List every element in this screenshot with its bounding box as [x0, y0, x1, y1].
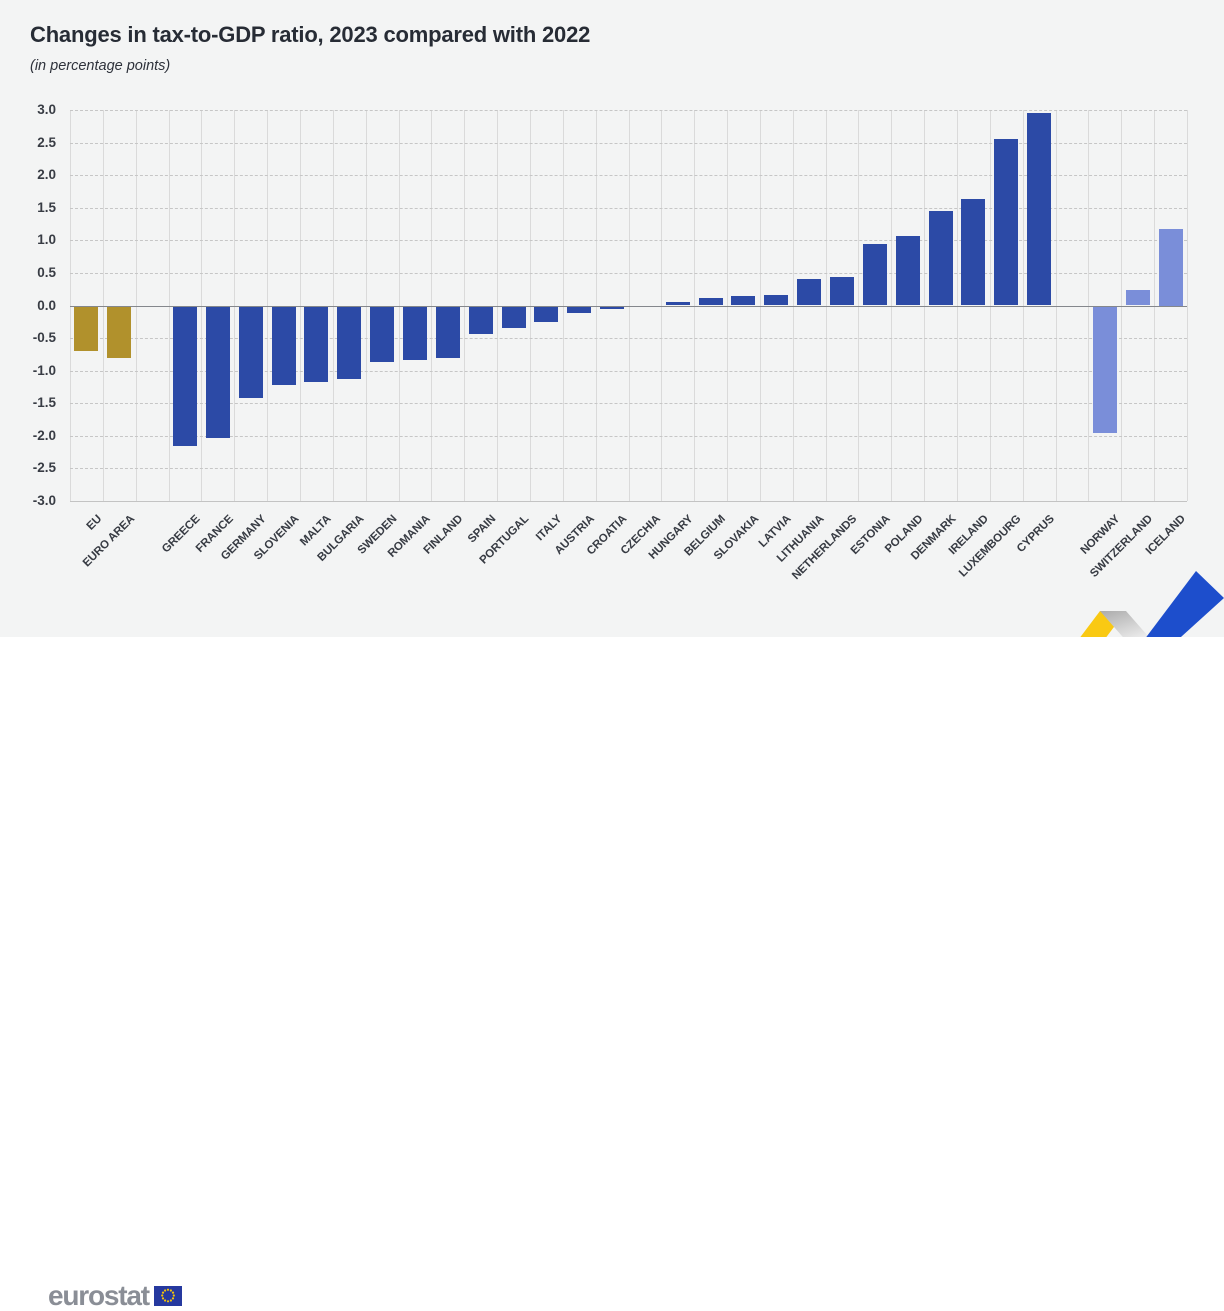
y-tick-label: 2.0: [37, 167, 56, 183]
bar-italy: [534, 305, 559, 323]
bar-poland: [895, 236, 920, 306]
y-tick-label: -2.0: [32, 427, 56, 443]
y-tick-label: -3.0: [32, 493, 56, 508]
horizontal-gridline: [70, 207, 1187, 209]
footer: eurostat: [0, 637, 1224, 1310]
bar-eu: [74, 305, 99, 352]
bar-cyprus: [1027, 113, 1052, 306]
bar-ireland: [961, 198, 986, 306]
y-tick-label: -1.5: [32, 395, 56, 411]
horizontal-gridline: [70, 338, 1187, 340]
bar-hungary: [665, 302, 690, 306]
horizontal-gridline: [70, 240, 1187, 242]
bar-denmark: [928, 211, 953, 306]
bar-germany: [238, 305, 263, 399]
horizontal-gridline: [70, 403, 1187, 405]
horizontal-gridline: [70, 272, 1187, 274]
eu-flag-icon: [153, 1286, 182, 1306]
bar-greece: [172, 305, 197, 446]
page-title: Changes in tax-to-GDP ratio, 2023 compar…: [30, 22, 591, 47]
y-tick-label: -1.0: [32, 362, 56, 378]
chart-background: [0, 0, 1224, 637]
horizontal-gridline: [70, 435, 1187, 437]
plot-area: [70, 110, 1188, 502]
bar-euro-area: [107, 305, 132, 358]
bar-slovenia: [271, 305, 296, 385]
horizontal-gridline: [70, 142, 1187, 144]
bar-malta: [304, 305, 329, 383]
x-axis-line: [70, 501, 1187, 502]
bar-luxembourg: [994, 139, 1019, 306]
bar-spain: [468, 305, 493, 334]
y-tick-label: 0.5: [37, 264, 56, 280]
bar-croatia: [600, 305, 625, 310]
bar-portugal: [501, 305, 526, 328]
x-label-italy: ITALY: [533, 513, 564, 544]
bar-iceland: [1158, 229, 1183, 306]
y-tick-label: -2.5: [32, 460, 56, 476]
x-label-eu: EU: [84, 513, 104, 533]
bar-norway: [1092, 305, 1117, 434]
bar-slovakia: [731, 295, 756, 306]
horizontal-gridline: [70, 468, 1187, 470]
bar-austria: [567, 305, 592, 314]
bar-latvia: [764, 295, 789, 306]
eurostat-logo-text: eurostat: [48, 1280, 150, 1311]
y-tick-label: 2.5: [37, 134, 56, 150]
bar-france: [205, 305, 230, 438]
bar-netherlands: [830, 277, 855, 306]
bar-romania: [402, 305, 427, 361]
horizontal-gridline: [70, 370, 1187, 372]
bar-finland: [435, 305, 460, 358]
page-subtitle: (in percentage points): [30, 58, 171, 74]
horizontal-gridline: [70, 110, 1187, 111]
y-tick-label: 1.5: [37, 199, 56, 215]
bar-bulgaria: [337, 305, 362, 380]
bar-belgium: [698, 297, 723, 306]
y-tick-label: 1.0: [37, 232, 56, 248]
bar-sweden: [370, 305, 395, 363]
eurostat-logo: eurostat: [48, 1282, 182, 1310]
zero-line: [70, 305, 1187, 307]
y-tick-label: 0.0: [37, 297, 56, 313]
y-tick-label: 3.0: [37, 102, 56, 117]
bar-switzerland: [1125, 289, 1150, 306]
y-axis: 3.0 2.5 2.0 1.5 1.0 0.5 0.0 -0.5 -1.0 -1.5 -2.0 -2.…: [0, 102, 62, 508]
bar-estonia: [862, 243, 887, 306]
y-tick-label: -0.5: [32, 330, 56, 346]
horizontal-gridline: [70, 175, 1187, 177]
vertical-gridline: [1187, 110, 1188, 501]
bar-lithuania: [797, 279, 822, 306]
